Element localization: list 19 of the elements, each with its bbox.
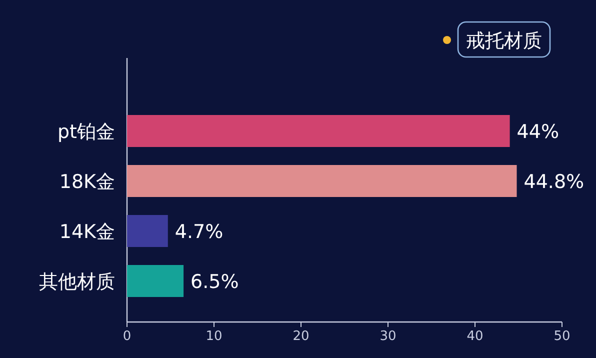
y-tick-label: 其他材质 bbox=[39, 271, 115, 293]
x-tick-label: 10 bbox=[206, 329, 222, 344]
bar bbox=[127, 215, 168, 247]
bar bbox=[127, 265, 184, 297]
x-tick-label: 30 bbox=[380, 329, 396, 344]
y-tick-label: 18K金 bbox=[59, 171, 115, 193]
bar bbox=[127, 115, 510, 147]
text: 44% bbox=[516, 121, 560, 143]
x-tick-label: 40 bbox=[466, 329, 484, 344]
y-tick-label: pt铂金 bbox=[57, 121, 115, 143]
text: 6.5% bbox=[190, 271, 239, 293]
text: 戒托材质 bbox=[466, 30, 542, 52]
y-tick-label: 14K金 bbox=[59, 221, 115, 243]
x-tick-label: 50 bbox=[554, 329, 570, 344]
x-tick-label: 20 bbox=[292, 329, 310, 344]
x-tick-label: 0 bbox=[122, 329, 132, 344]
text: 44.8% bbox=[524, 171, 584, 193]
text: 4.7% bbox=[174, 221, 224, 243]
bar bbox=[127, 165, 517, 197]
